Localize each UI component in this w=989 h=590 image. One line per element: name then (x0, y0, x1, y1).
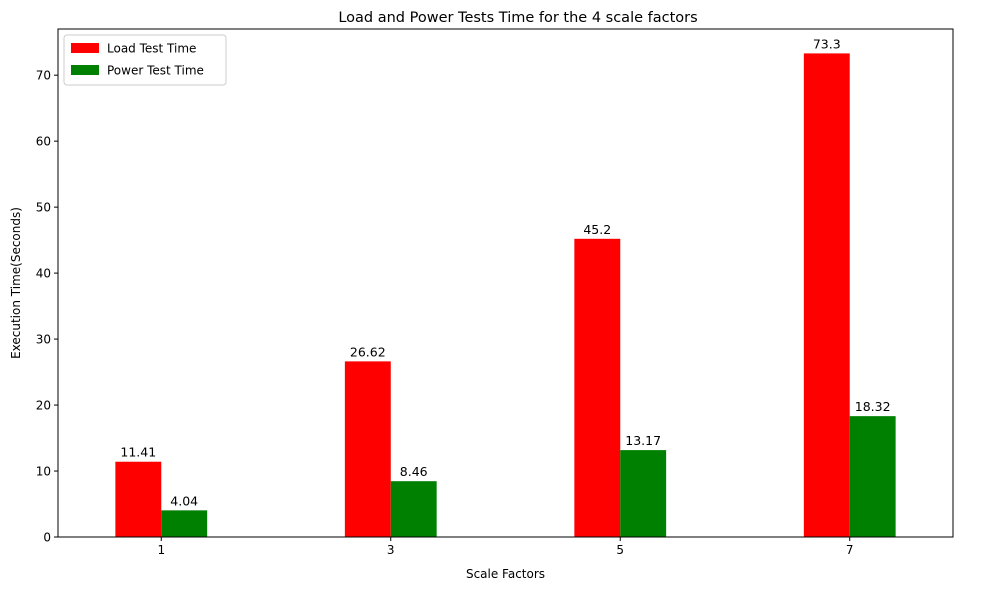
legend: Load Test Time Power Test Time (63, 34, 227, 86)
plot-frame (57, 28, 954, 538)
data-label-load-test-time-3: 26.62 (350, 344, 386, 359)
data-labels-layer: 11.41 26.62 45.2 73.3 4.04 8.46 13.17 18.32 (120, 36, 890, 508)
y-tick-label-70: 70 (36, 69, 51, 83)
x-axis-label: Scale Factors (466, 567, 545, 581)
y-tick-label-50: 50 (36, 201, 51, 215)
data-label-load-test-time-7: 73.3 (813, 36, 841, 51)
y-tick-label-60: 60 (36, 135, 51, 149)
bar-power-test-time-1 (161, 510, 208, 537)
bar-power-test-time-3 (390, 481, 437, 537)
data-label-load-test-time-1: 11.41 (120, 445, 156, 460)
legend-swatch-power-test-time (71, 65, 99, 75)
y-tick-label-10: 10 (36, 465, 51, 479)
data-label-power-test-time-3: 8.46 (400, 464, 428, 479)
bars-layer (115, 53, 896, 538)
bar-power-test-time-5 (620, 450, 667, 537)
y-tick-label-0: 0 (43, 531, 51, 545)
y-tick-label-30: 30 (36, 333, 51, 347)
x-tick-label-1: 1 (157, 543, 165, 557)
data-label-power-test-time-5: 13.17 (625, 433, 661, 448)
legend-label-power-test-time: Power Test Time (107, 64, 204, 78)
bar-load-test-time-5 (574, 238, 621, 538)
y-tick-label-40: 40 (36, 267, 51, 281)
x-tick-label-7: 7 (846, 543, 854, 557)
x-axis: 1 3 5 7 (157, 537, 854, 557)
bar-load-test-time-7 (803, 53, 850, 537)
bar-power-test-time-7 (849, 416, 896, 537)
legend-swatch-load-test-time (71, 43, 99, 53)
x-tick-label-5: 5 (616, 543, 624, 557)
y-tick-label-20: 20 (36, 399, 51, 413)
chart-title: Load and Power Tests Time for the 4 scal… (338, 10, 697, 26)
y-axis: 0 10 20 30 40 50 60 70 (36, 69, 58, 545)
data-label-power-test-time-7: 18.32 (855, 399, 891, 414)
legend-label-load-test-time: Load Test Time (107, 42, 196, 56)
bar-load-test-time-1 (115, 461, 162, 537)
x-tick-label-3: 3 (387, 543, 395, 557)
bar-load-test-time-3 (344, 361, 391, 537)
data-label-load-test-time-5: 45.2 (583, 222, 611, 237)
y-axis-label: Execution Time(Seconds) (9, 207, 23, 359)
legend-box (63, 34, 227, 86)
data-label-power-test-time-1: 4.04 (170, 493, 198, 508)
